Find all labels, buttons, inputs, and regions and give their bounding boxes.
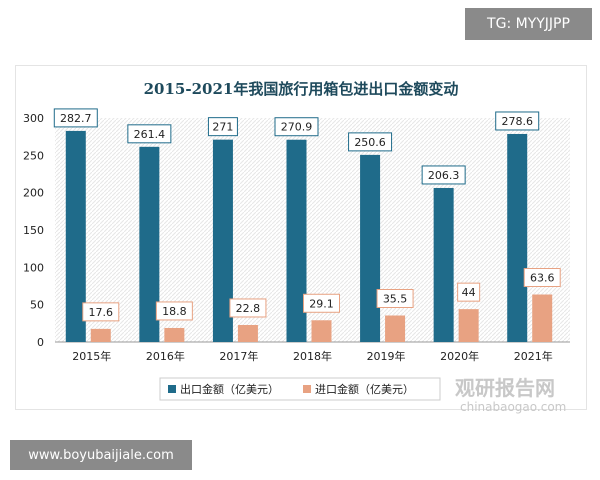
data-label-box xyxy=(457,282,481,302)
data-label-box xyxy=(303,293,340,313)
data-label: 271 xyxy=(212,121,233,134)
bar-import xyxy=(90,328,111,342)
data-label-box xyxy=(376,288,414,308)
bar-export xyxy=(433,187,454,342)
legend-label: 出口金额（亿美元） xyxy=(180,382,279,396)
bar-export xyxy=(360,154,381,342)
data-label-box xyxy=(53,108,98,128)
legend-box xyxy=(159,377,441,401)
data-label: 270.9 xyxy=(281,121,313,134)
x-tick-label: 2015年 xyxy=(72,349,111,363)
data-label-box xyxy=(495,111,540,131)
chart-title: 2015-2021年我国旅行用箱包进出口金额变动 xyxy=(143,80,459,98)
data-label: 250.6 xyxy=(354,136,386,149)
y-tick-label: 300 xyxy=(23,112,44,125)
bar-import xyxy=(385,315,406,342)
data-label-box xyxy=(348,132,393,152)
data-label: 17.6 xyxy=(89,306,114,319)
x-tick-label: 2020年 xyxy=(440,349,479,363)
y-tick-label: 150 xyxy=(23,224,44,237)
data-label-box xyxy=(207,117,238,137)
data-label-box xyxy=(421,165,466,185)
bar-export xyxy=(139,146,160,342)
bar-export xyxy=(286,139,307,342)
watermark-url: chinabaogao.com xyxy=(460,400,567,414)
bar-import xyxy=(237,324,258,342)
data-label-box xyxy=(523,268,561,288)
data-label: 44 xyxy=(462,286,476,299)
x-tick-label: 2017年 xyxy=(219,349,258,363)
watermark-logo: 观研报告网 xyxy=(455,376,555,400)
data-label-box xyxy=(82,302,120,322)
data-label-box xyxy=(127,124,172,144)
bar-import xyxy=(458,309,479,342)
data-label: 206.3 xyxy=(428,169,460,182)
x-tick-label: 2021年 xyxy=(514,349,553,363)
data-label: 278.6 xyxy=(501,115,533,128)
bar-export xyxy=(212,139,233,342)
y-tick-label: 100 xyxy=(23,261,44,274)
data-label: 35.5 xyxy=(383,292,408,305)
legend-swatch xyxy=(303,385,311,393)
bar-export xyxy=(65,130,86,342)
data-label: 261.4 xyxy=(134,128,166,141)
y-tick-label: 200 xyxy=(23,187,44,200)
site-tag: www.boyubaijiale.com xyxy=(10,440,192,470)
x-tick-label: 2016年 xyxy=(146,349,185,363)
legend-label: 进口金额（亿美元） xyxy=(315,382,414,396)
data-label-box xyxy=(229,298,267,318)
x-tick-label: 2019年 xyxy=(367,349,406,363)
data-label: 282.7 xyxy=(60,112,92,125)
data-label: 63.6 xyxy=(530,272,555,285)
legend-swatch xyxy=(168,385,176,393)
y-tick-label: 0 xyxy=(37,336,44,349)
data-label: 22.8 xyxy=(236,302,261,315)
bar-import xyxy=(311,320,332,342)
bar-import xyxy=(164,327,185,342)
y-tick-label: 50 xyxy=(30,299,44,312)
data-label-box xyxy=(274,117,319,137)
data-label: 29.1 xyxy=(309,297,334,310)
data-label: 18.8 xyxy=(162,305,187,318)
bar-import xyxy=(532,294,553,342)
x-tick-label: 2018年 xyxy=(293,349,332,363)
y-tick-label: 250 xyxy=(23,149,44,162)
data-label-box xyxy=(155,301,193,321)
bar-export xyxy=(507,133,528,342)
tg-tag: TG: MYYJJPP xyxy=(465,8,592,40)
